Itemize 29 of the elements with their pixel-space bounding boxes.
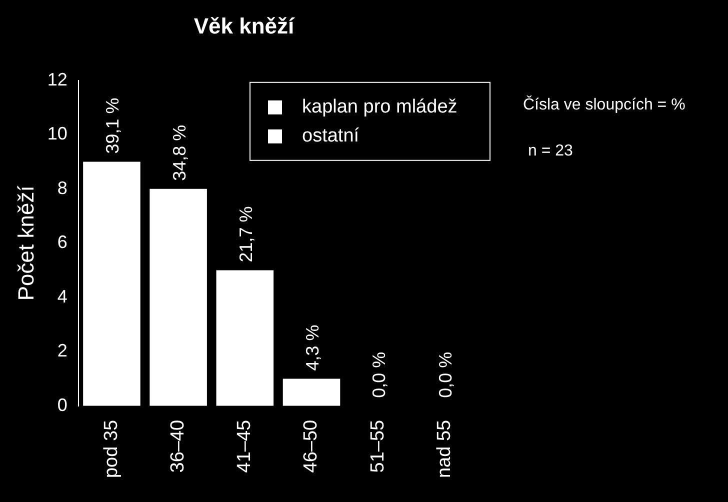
annotation: 4,3 % [302, 324, 323, 371]
bar [216, 270, 274, 406]
y-tick-label: 4 [57, 286, 68, 306]
bar [83, 162, 140, 406]
text: n = 23 [528, 142, 574, 160]
y-tick-label: 10 [47, 124, 68, 144]
bar [150, 188, 207, 406]
x-tick-label: nad 55 [434, 420, 455, 478]
legend-label: kaplan pro mládež [302, 96, 458, 118]
annotation: 0,0 % [436, 352, 456, 398]
annotation: 34,8 % [169, 124, 190, 181]
x-tick-label: 41–45 [234, 420, 256, 473]
x-tick-label: 51–55 [367, 420, 388, 473]
annotation: 0,0 % [369, 352, 390, 398]
text: Čísla ve sloupcích = % [523, 95, 686, 114]
legend-label: ostatní [302, 126, 360, 147]
y-tick-label: 6 [57, 232, 68, 252]
y-tick-label: 0 [57, 394, 68, 415]
y-axis-title: Počet kněží [13, 186, 38, 301]
x-tick-label: 46–50 [300, 420, 322, 473]
y-tick-label: 2 [57, 340, 68, 361]
y-tick-label: 12 [47, 69, 68, 90]
x-tick-label: 36–40 [168, 420, 189, 473]
annotation: 21,7 % [236, 206, 256, 262]
annotation: 39,1 % [102, 98, 123, 154]
x-tick-label: pod 35 [100, 420, 122, 478]
chart-title: Věk kněží [194, 13, 296, 38]
y-tick-label: 8 [57, 178, 68, 198]
bar [282, 378, 340, 406]
